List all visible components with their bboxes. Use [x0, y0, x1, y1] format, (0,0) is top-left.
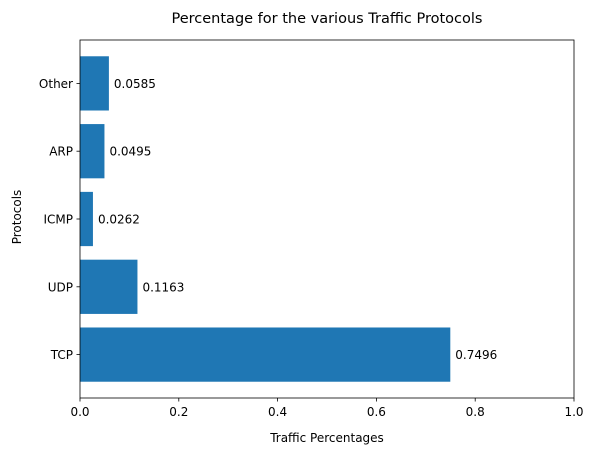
x-tick-label: 0.4	[268, 405, 287, 419]
bar-arp	[80, 124, 105, 179]
value-label-tcp: 0.7496	[455, 348, 497, 362]
y-axis: TCP UDP ICMP ARP Other	[39, 77, 80, 362]
bar-icmp	[80, 191, 93, 247]
y-tick-label-tcp: TCP	[50, 348, 73, 362]
value-label-udp: 0.1163	[142, 280, 184, 294]
x-tick-label: 0.2	[169, 405, 188, 419]
x-tick-label: 0.8	[466, 405, 485, 419]
bar-tcp	[80, 327, 451, 382]
chart-title: Percentage for the various Traffic Proto…	[172, 11, 483, 27]
plot-area-frame	[79, 39, 575, 399]
x-tick-label: 0.0	[70, 405, 89, 419]
y-tick-label-arp: ARP	[49, 145, 73, 159]
value-label-icmp: 0.0262	[98, 213, 140, 227]
y-tick-label-other: Other	[39, 77, 73, 91]
x-tick-label: 0.6	[367, 405, 386, 419]
x-tick-label: 1.0	[564, 405, 583, 419]
y-tick-label-udp: UDP	[48, 280, 73, 294]
value-labels-layer: 0.7496 0.1163 0.0262 0.0495 0.0585	[98, 77, 497, 362]
value-label-arp: 0.0495	[109, 145, 151, 159]
value-label-other: 0.0585	[114, 77, 156, 91]
bar-udp	[80, 259, 138, 314]
bar-other	[80, 56, 109, 111]
x-axis: 0.0 0.2 0.4 0.6 0.8 1.0	[70, 398, 584, 419]
y-tick-label-icmp: ICMP	[43, 213, 73, 227]
x-axis-label: Traffic Percentages	[269, 431, 384, 445]
y-axis-label: Protocols	[10, 190, 24, 245]
bars-layer	[80, 56, 451, 382]
